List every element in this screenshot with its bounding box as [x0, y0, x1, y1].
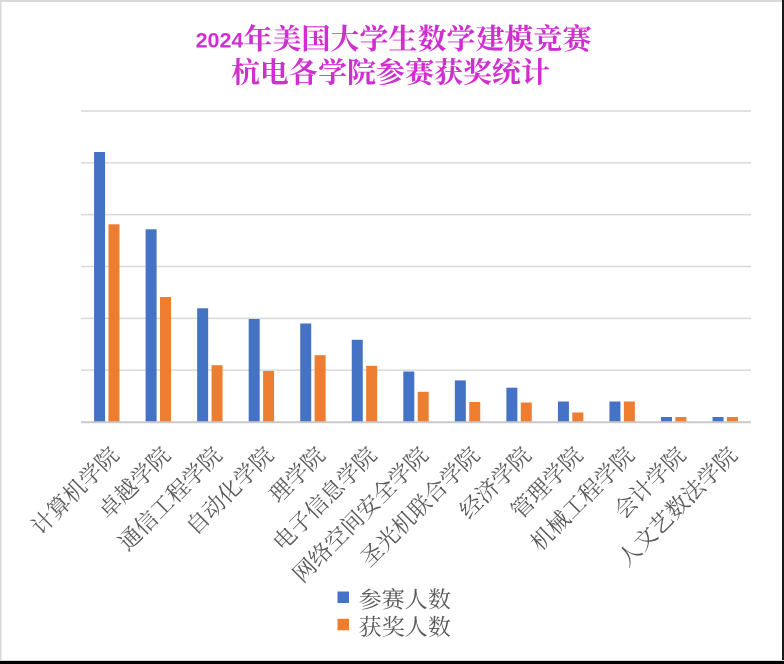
svg-text:获奖人数: 获奖人数 — [359, 609, 451, 642]
svg-text:2024年美国大学生数学建模竞赛: 2024年美国大学生数学建模竞赛 — [196, 17, 592, 58]
svg-text:杭电各学院参赛获奖统计: 杭电各学院参赛获奖统计 — [231, 51, 550, 92]
svg-text:参赛人数: 参赛人数 — [359, 581, 451, 614]
